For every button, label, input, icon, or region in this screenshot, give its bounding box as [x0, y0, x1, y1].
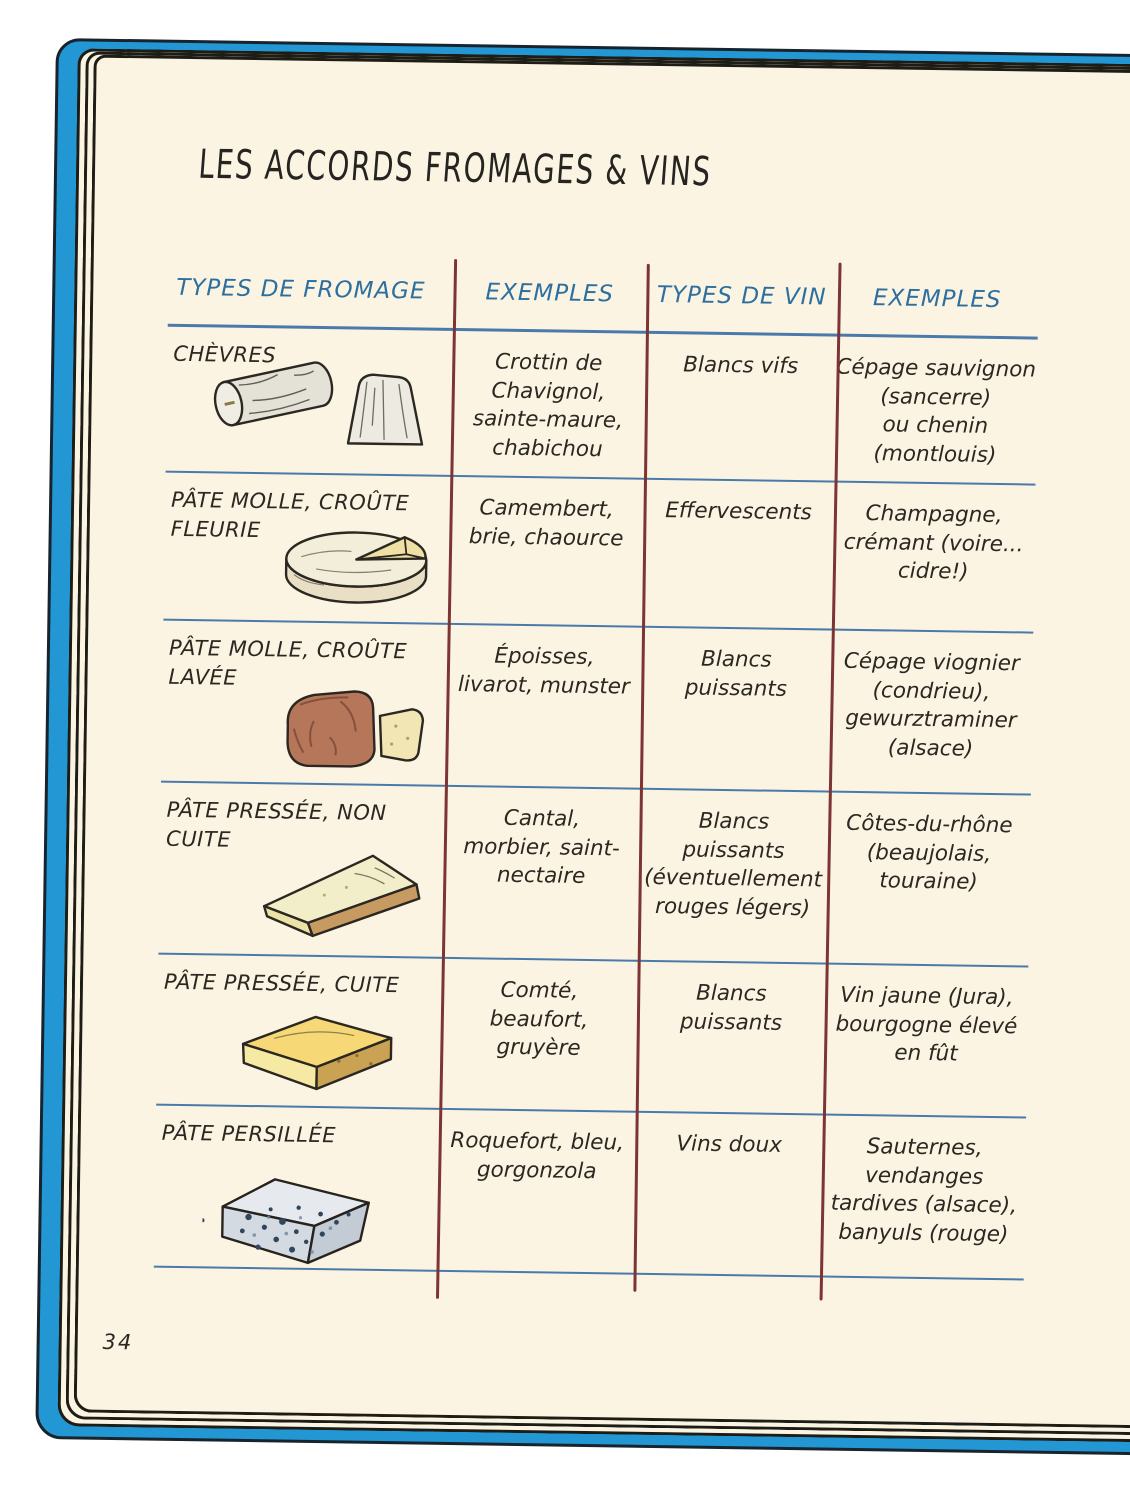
- wine-examples-cell: Côtes-du-rhône (beaujolais, touraine): [846, 810, 1013, 895]
- wine-type-cell: Blancs puissants: [679, 980, 783, 1036]
- cheese-type-cell: PÂTE MOLLE, CROÛTE LAVÉE: [161, 621, 447, 785]
- header-types-de-fromage: TYPES DE FROMAGE: [176, 274, 426, 305]
- cheese-examples-cell: Roquefort, bleu, gorgonzola: [450, 1127, 625, 1184]
- wine-examples-cell: Champagne, crémant (voire... cidre!): [843, 501, 1024, 585]
- cheese-type-cell: PÂTE MOLLE, CROÛTE FLEURIE: [163, 473, 449, 623]
- pairing-table: TYPES DE FROMAGE EXEMPLES TYPES DE VIN E…: [153, 250, 1039, 1301]
- cheese-type-cell: PÂTE PERSILLÉE: [154, 1106, 440, 1270]
- table-row: CHÈVRES: [165, 326, 1038, 486]
- wine-type-cell: Vins doux: [676, 1131, 783, 1158]
- table-row: PÂTE PRESSÉE, CUITE Comté, bea: [156, 954, 1029, 1119]
- cheese-type-label: PÂTE PERSILLÉE: [161, 1120, 337, 1148]
- table-row: PÂTE PRESSÉE, NON CUITE Cantal, morbier,…: [158, 782, 1031, 968]
- header-types-de-vin: TYPES DE VIN: [656, 281, 827, 310]
- cheese-type-label: PÂTE PRESSÉE, CUITE: [163, 969, 400, 998]
- page-number: 34: [102, 1329, 134, 1355]
- cheese-examples-cell: Camembert, brie, chaource: [468, 495, 624, 552]
- book-cover: LES ACCORDS FROMAGES & VINS TYPES DE FRO…: [35, 38, 1130, 1456]
- notebook-page: LES ACCORDS FROMAGES & VINS TYPES DE FRO…: [73, 54, 1130, 1429]
- wine-type-cell: Effervescents: [665, 498, 813, 526]
- cheese-type-cell: CHÈVRES: [166, 327, 452, 475]
- table-row: PÂTE PERSILLÉE: [153, 1105, 1027, 1281]
- wine-type-cell: Blancs puissants (éventuellement rouges …: [643, 808, 823, 922]
- cheese-examples-cell: Crottin de Chavignol, sainte-maure, chab…: [472, 349, 624, 462]
- cheese-slab-icon: [241, 1015, 393, 1091]
- wine-type-cell: Blancs puissants: [684, 646, 788, 702]
- table-row: PÂTE MOLLE, CROÛTE FLEURIE Camembert, br…: [163, 472, 1036, 634]
- cheese-examples-cell: Comté, beaufort, gruyère: [489, 977, 589, 1062]
- goat-cheese-log-and-pyramid-icon: [213, 361, 424, 446]
- table-header-row: TYPES DE FROMAGE EXEMPLES TYPES DE VIN E…: [167, 250, 1039, 340]
- blue-cheese-wedge-icon: [201, 1178, 370, 1265]
- wine-examples-cell: Vin jaune (Jura), bourgogne élevé en fût: [835, 982, 1018, 1067]
- header-exemples-fromage: EXEMPLES: [485, 278, 615, 307]
- cheese-examples-cell: Époisses, livarot, munster: [457, 643, 631, 700]
- wine-examples-cell: Cépage viognier (condrieu), gewurztramin…: [843, 648, 1020, 762]
- cheese-type-cell: PÂTE PRESSÉE, CUITE: [156, 955, 442, 1108]
- pressed-cheese-wedge-icon: [262, 854, 421, 938]
- wine-type-cell: Blancs vifs: [683, 352, 799, 380]
- cheese-examples-cell: Cantal, morbier, saint- nectaire: [463, 805, 620, 890]
- wine-examples-cell: Cépage sauvignon (sancerre) ou chenin (m…: [836, 354, 1037, 468]
- wine-examples-cell: Sauternes, vendanges tardives (alsace), …: [830, 1134, 1018, 1248]
- table-row: PÂTE MOLLE, CROÛTE LAVÉE Époisses, livar…: [160, 620, 1034, 796]
- header-exemples-vin: EXEMPLES: [872, 284, 1002, 313]
- washed-rind-cheese-icon: [286, 690, 425, 768]
- camembert-wheel-icon: [284, 531, 428, 604]
- cheese-type-cell: PÂTE PRESSÉE, NON CUITE: [158, 783, 444, 957]
- page-title: LES ACCORDS FROMAGES & VINS: [196, 141, 714, 196]
